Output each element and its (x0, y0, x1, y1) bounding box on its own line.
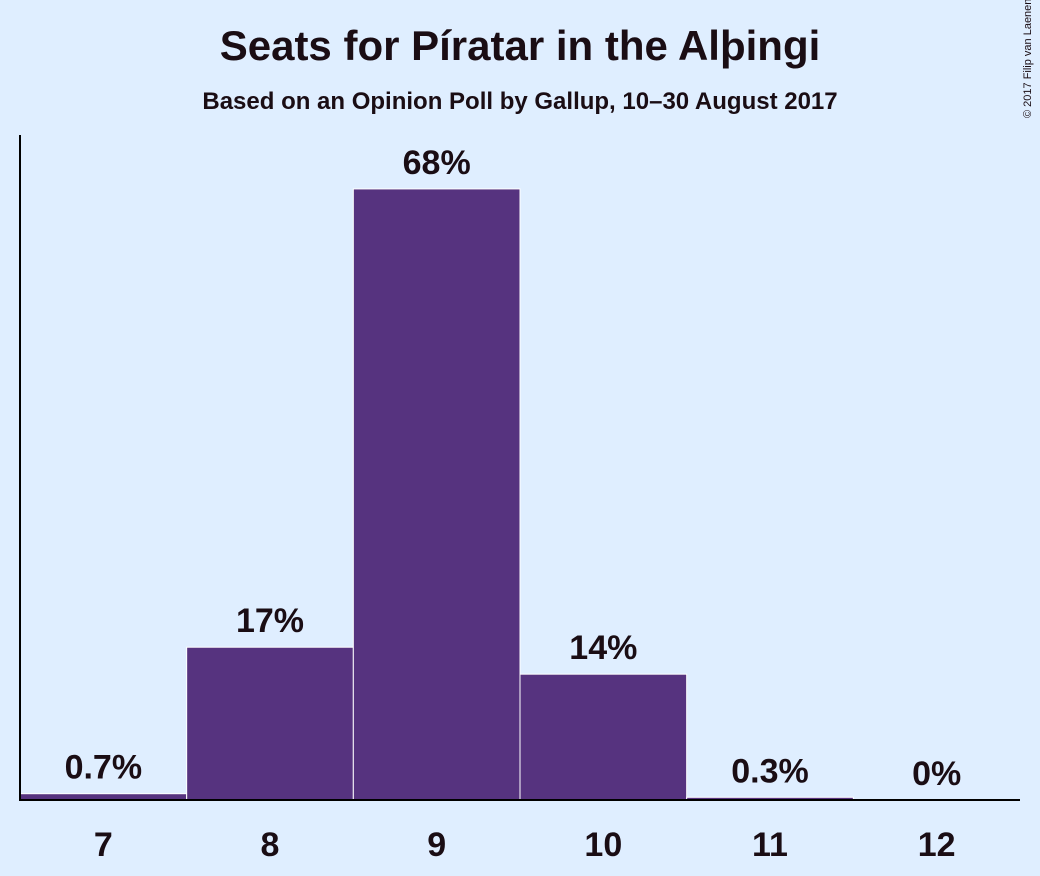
x-tick-labels-group: 7 8 9 10 11 12 (94, 826, 956, 864)
data-label-10: 14% (569, 629, 637, 667)
data-label-8: 17% (236, 602, 304, 640)
x-tick-label-11: 11 (752, 826, 788, 864)
data-label-9: 68% (403, 144, 471, 182)
chart-title: Seats for Píratar in the Alþingi (219, 22, 821, 69)
x-tick-label-10: 10 (584, 826, 622, 864)
chart-subtitle: Based on an Opinion Poll by Gallup, 10–3… (202, 88, 838, 115)
x-tick-label-9: 9 (427, 826, 446, 864)
bars-group (19, 188, 854, 801)
bar-9 (352, 188, 521, 801)
bar-10 (519, 673, 688, 801)
data-label-11: 0.3% (731, 752, 809, 790)
data-label-7: 0.7% (65, 749, 143, 787)
x-tick-label-8: 8 (261, 826, 280, 864)
data-labels-group: 0.7% 17% 68% 14% 0.3% 0% (65, 144, 962, 793)
x-tick-label-12: 12 (918, 826, 956, 864)
x-tick-label-7: 7 (94, 826, 113, 864)
bar-8 (186, 646, 354, 801)
data-label-12: 0% (912, 755, 961, 793)
